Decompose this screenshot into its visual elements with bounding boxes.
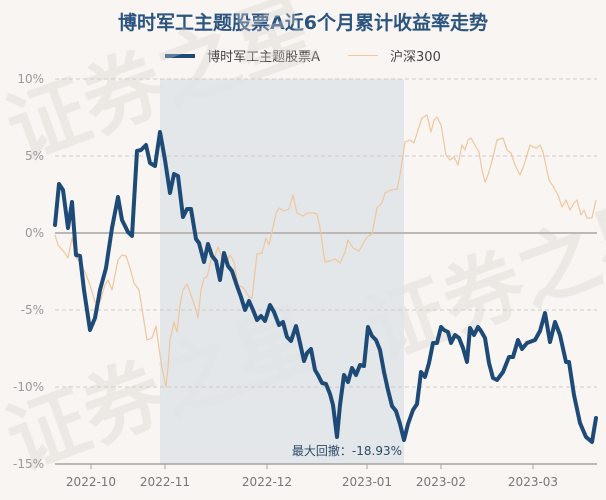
x-tick-label: 2023-01 xyxy=(342,475,392,489)
x-tick-label: 2022-12 xyxy=(242,475,292,489)
y-tick-label: -10% xyxy=(13,380,44,394)
x-axis-labels: 2022-10 2022-11 2022-12 2023-01 2023-02 … xyxy=(66,475,558,489)
y-axis: 10% 5% 0% -5% -10% -15% xyxy=(13,72,44,471)
legend-item-fund[interactable]: 博时军工主题股票A xyxy=(165,46,320,65)
legend-item-hs300[interactable]: 沪深300 xyxy=(348,46,441,65)
hs300-line xyxy=(54,114,597,388)
legend-label-fund: 博时军工主题股票A xyxy=(207,50,321,65)
x-tick-label: 2022-11 xyxy=(140,475,190,489)
fund-line xyxy=(53,130,598,444)
y-tick-label: -15% xyxy=(13,457,44,471)
x-tick-label: 2023-03 xyxy=(508,475,558,489)
gridlines xyxy=(55,78,597,465)
legend: 博时军工主题股票A 沪深300 xyxy=(0,46,606,65)
legend-swatch-hs300-icon xyxy=(348,55,379,56)
x-axis xyxy=(90,464,534,469)
y-tick-label: 5% xyxy=(25,149,44,163)
legend-swatch-fund-icon xyxy=(165,53,196,58)
chart-title: 博时军工主题股票A近6个月累计收益率走势 xyxy=(118,12,488,34)
legend-label-hs300: 沪深300 xyxy=(390,50,441,65)
y-tick-label: 10% xyxy=(17,72,44,86)
max-drawdown-label: 最大回撤：-18.93% xyxy=(292,443,402,458)
y-tick-label: -5% xyxy=(21,303,44,317)
y-tick-label: 0% xyxy=(25,226,44,240)
max-drawdown-region xyxy=(160,79,404,464)
x-tick-label: 2022-10 xyxy=(66,475,116,489)
x-tick-label: 2023-02 xyxy=(416,475,466,489)
